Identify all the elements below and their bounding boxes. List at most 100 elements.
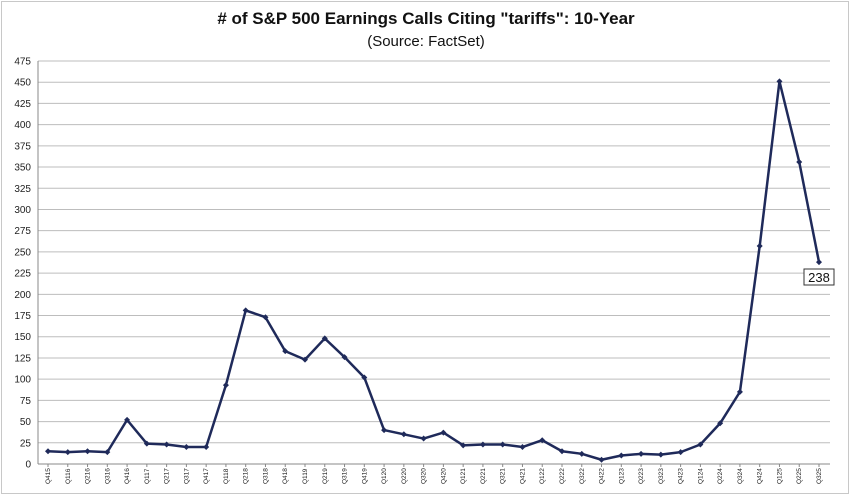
data-point <box>420 435 427 442</box>
x-tick-label: Q221 <box>480 468 487 484</box>
chart-title: # of S&P 500 Earnings Calls Citing "tari… <box>217 9 635 28</box>
x-tick-label: Q325 <box>816 468 823 484</box>
last-value-box <box>803 268 835 286</box>
x-tick-label: Q419 <box>361 468 368 484</box>
x-tick-label: Q321 <box>500 468 507 484</box>
data-point <box>816 259 822 266</box>
x-tick-label: Q219 <box>322 468 329 484</box>
data-point <box>321 335 328 342</box>
y-tick-label: 450 <box>14 78 31 89</box>
y-tick-label: 50 <box>20 417 32 428</box>
y-tick-label: 250 <box>14 247 31 258</box>
data-point <box>717 420 724 427</box>
x-tick-label: Q418 <box>282 468 289 484</box>
data-point <box>677 449 684 456</box>
x-tick-label: Q220 <box>401 468 408 484</box>
x-tick-label: Q420 <box>440 468 447 484</box>
last-value-label: 238 <box>808 270 830 285</box>
data-point <box>64 449 71 456</box>
x-tick-label: Q417 <box>203 468 210 484</box>
y-tick-label: 325 <box>14 184 31 195</box>
data-point <box>242 307 249 314</box>
x-tick-label: Q119 <box>302 468 309 484</box>
data-point <box>499 441 506 448</box>
y-tick-label: 75 <box>20 396 32 407</box>
data-point <box>657 451 664 458</box>
y-tick-label: 400 <box>14 120 31 131</box>
x-tick-label: Q125 <box>776 468 783 484</box>
x-tick-label: Q319 <box>342 468 349 484</box>
y-tick-label: 225 <box>14 269 31 280</box>
data-point <box>638 450 645 457</box>
data-point <box>519 444 526 451</box>
x-tick-label: Q424 <box>757 468 764 484</box>
data-point <box>163 441 170 448</box>
data-point <box>361 374 368 381</box>
x-tick-label: Q117 <box>144 468 151 484</box>
data-point <box>143 440 150 447</box>
series-line <box>47 80 821 462</box>
gridlines <box>38 60 830 465</box>
x-tick-label: Q121 <box>460 468 467 484</box>
x-axis: Q415 Q116 Q216 Q316 Q416 Q117 Q217 Q317 Q417 Q118… <box>38 463 830 484</box>
x-tick-label: Q324 <box>737 468 744 484</box>
chart-subtitle: (Source: FactSet) <box>367 33 485 50</box>
data-point <box>559 448 565 455</box>
x-tick-label: Q216 <box>85 468 92 484</box>
y-tick-label: 275 <box>14 226 31 237</box>
data-point <box>104 449 111 456</box>
x-tick-label: Q323 <box>658 468 665 484</box>
data-point <box>776 78 783 85</box>
data-point <box>222 382 229 389</box>
data-point <box>84 448 91 455</box>
data-point <box>381 427 388 434</box>
x-tick-label: Q123 <box>618 468 625 484</box>
y-tick-label: 150 <box>14 332 31 343</box>
x-tick-label: Q423 <box>678 468 685 484</box>
data-point <box>697 441 704 448</box>
last-value-callout: 238 <box>803 268 835 286</box>
x-tick-label: Q118 <box>223 468 230 484</box>
data-point <box>618 452 625 459</box>
data-point <box>282 348 289 355</box>
x-tick-label: Q415 <box>45 468 52 484</box>
data-point <box>539 437 546 444</box>
x-tick-label: Q218 <box>243 468 250 484</box>
x-tick-label: Q224 <box>717 468 724 484</box>
y-tick-label: 25 <box>20 438 32 449</box>
x-tick-label: Q223 <box>638 468 645 484</box>
data-point <box>796 158 803 165</box>
y-tick-label: 100 <box>14 375 31 386</box>
data-point <box>400 431 407 438</box>
y-tick-label: 200 <box>14 290 31 301</box>
x-tick-label: Q222 <box>559 468 566 484</box>
y-tick-label: 0 <box>25 460 31 471</box>
data-point <box>479 441 486 448</box>
data-point <box>124 416 131 423</box>
data-point <box>341 354 348 361</box>
x-tick-label: Q124 <box>697 468 704 484</box>
x-tick-label: Q317 <box>183 468 190 484</box>
y-tick-label: 350 <box>14 163 31 174</box>
data-point <box>262 314 269 321</box>
series-group <box>45 78 822 463</box>
x-tick-label: Q120 <box>381 468 388 484</box>
y-tick-label: 475 <box>14 57 31 68</box>
y-tick-label: 425 <box>14 99 31 110</box>
x-tick-label: Q225 <box>796 468 803 484</box>
data-point <box>440 429 447 436</box>
y-tick-label: 175 <box>14 311 31 322</box>
data-point <box>598 456 605 463</box>
y-tick-label: 375 <box>14 141 31 152</box>
x-tick-label: Q116 <box>65 468 72 484</box>
data-point <box>460 442 467 449</box>
x-tick-label: Q316 <box>104 468 111 484</box>
y-tick-label: 300 <box>14 205 31 216</box>
x-tick-label: Q122 <box>539 468 546 484</box>
x-tick-label: Q416 <box>124 468 131 484</box>
x-tick-label: Q217 <box>164 468 171 484</box>
x-tick-label: Q318 <box>262 468 269 484</box>
y-tick-label: 125 <box>14 353 31 364</box>
